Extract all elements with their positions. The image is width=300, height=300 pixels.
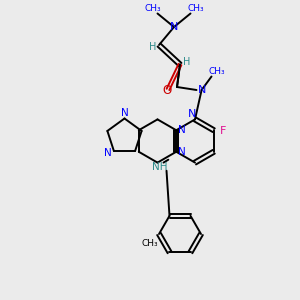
Text: O: O bbox=[162, 83, 171, 97]
Text: N: N bbox=[188, 109, 196, 119]
Text: N: N bbox=[121, 108, 128, 118]
Text: N: N bbox=[178, 125, 185, 135]
Text: F: F bbox=[220, 125, 226, 136]
Text: N: N bbox=[197, 85, 206, 95]
Text: H: H bbox=[149, 41, 156, 52]
Text: N: N bbox=[178, 147, 185, 157]
Text: NH: NH bbox=[152, 162, 168, 172]
Text: CH₃: CH₃ bbox=[187, 4, 204, 13]
Text: CH₃: CH₃ bbox=[141, 238, 158, 247]
Text: N: N bbox=[104, 148, 112, 158]
Text: H: H bbox=[183, 56, 190, 67]
Text: CH₃: CH₃ bbox=[144, 4, 161, 13]
Text: N: N bbox=[170, 22, 178, 32]
Text: CH₃: CH₃ bbox=[208, 68, 225, 76]
